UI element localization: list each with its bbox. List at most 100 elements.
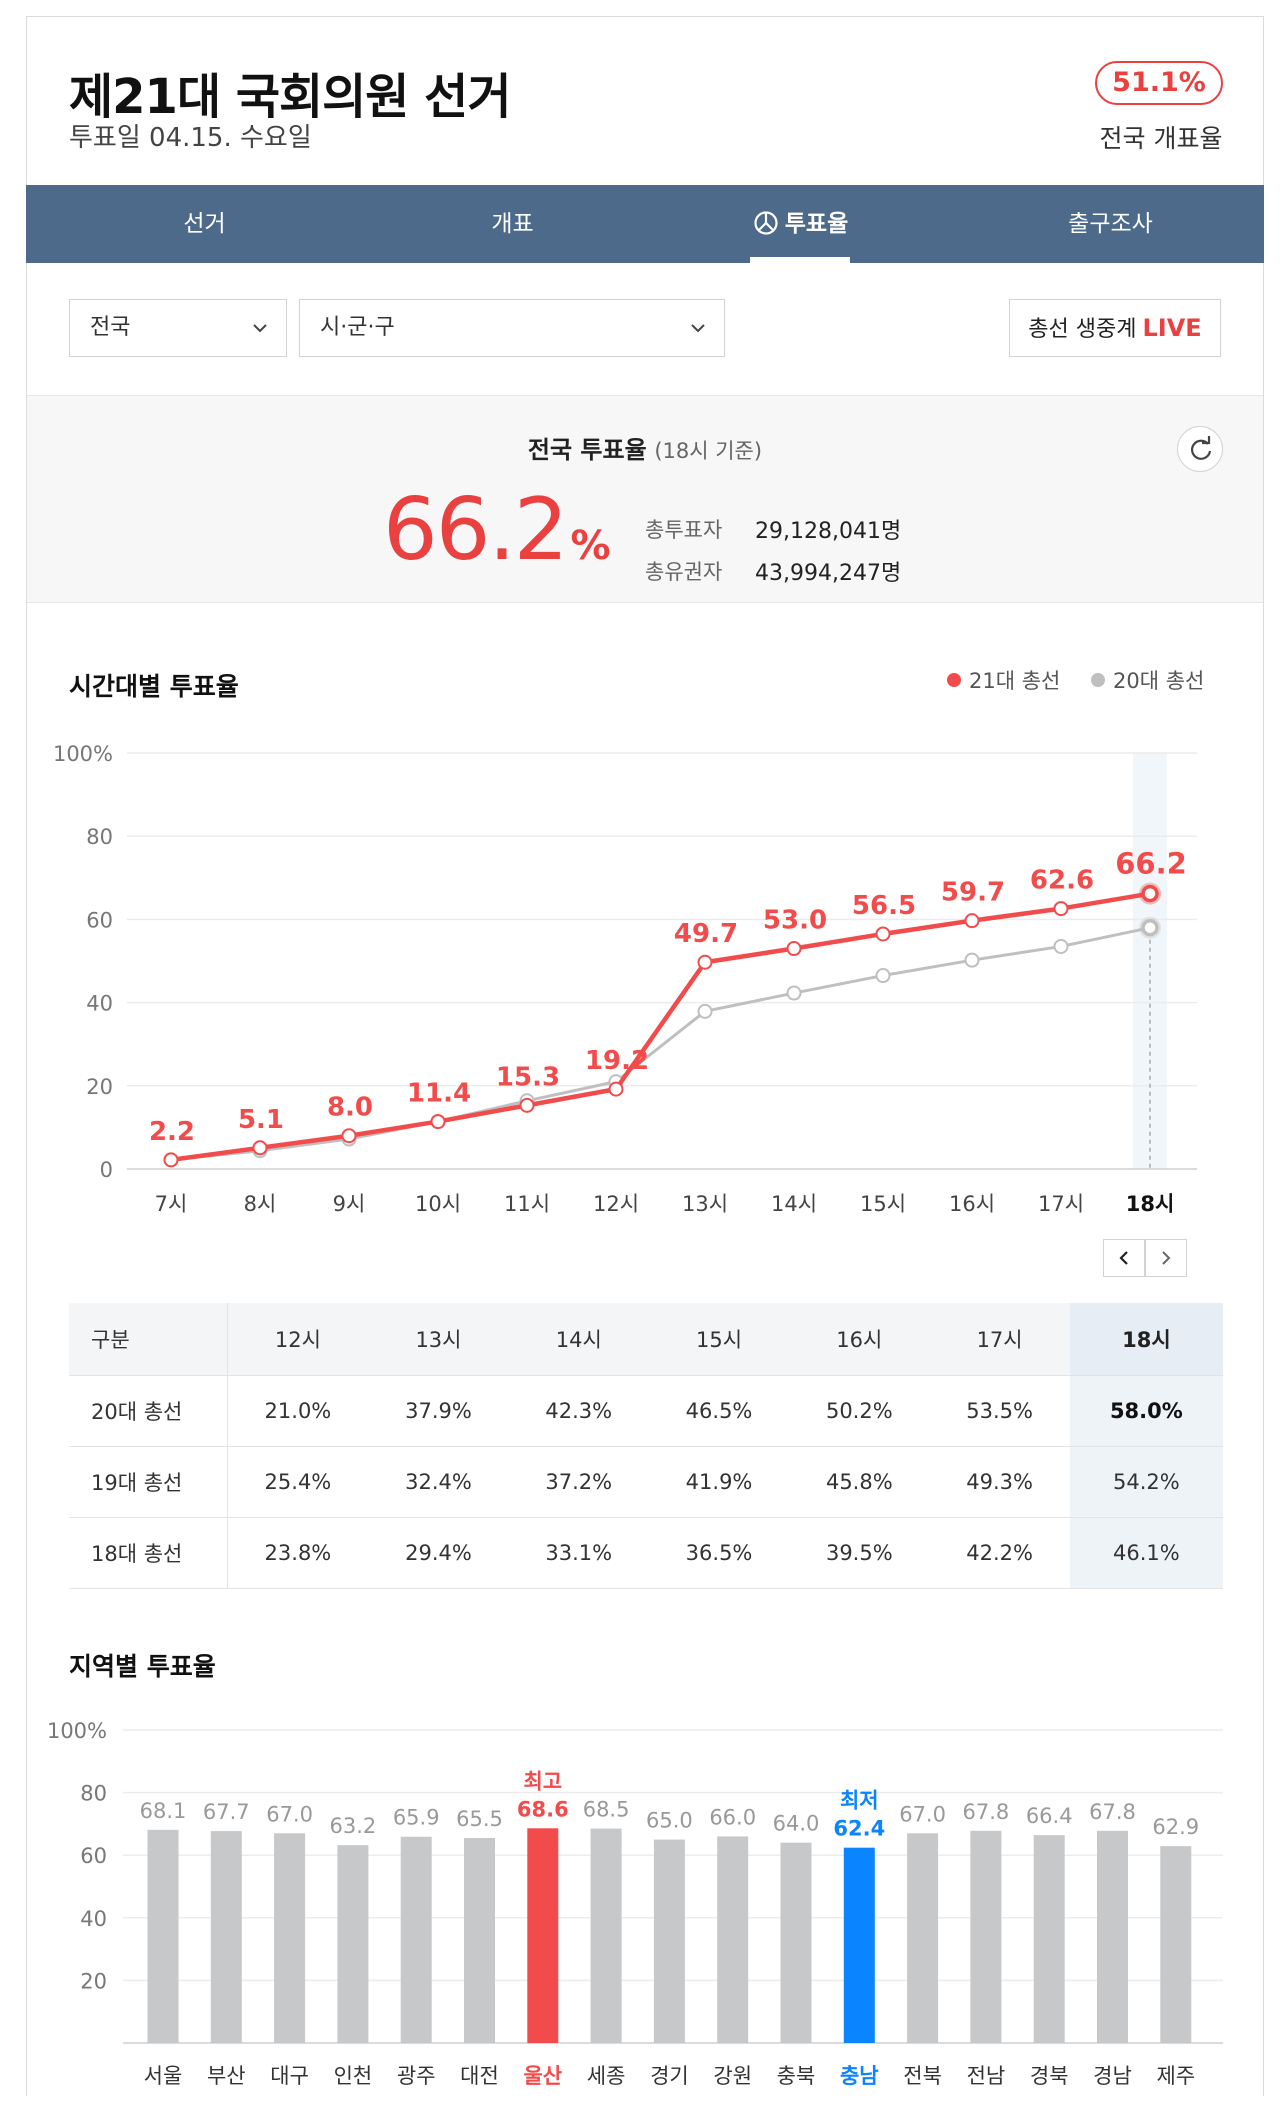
district-select[interactable]: 시·군·구	[299, 299, 725, 357]
table-cell: 53.5%	[929, 1375, 1070, 1447]
bar[interactable]	[843, 1847, 875, 2043]
next-page-button[interactable]	[1145, 1239, 1187, 1277]
data-label: 68.5	[583, 1798, 630, 1822]
y-tick-label: 60	[80, 1844, 107, 1868]
count-rate-badge: 51.1%	[1095, 61, 1223, 105]
data-point[interactable]	[1141, 884, 1159, 903]
table-header-cell: 16시	[789, 1303, 930, 1376]
data-label: 67.8	[1089, 1800, 1136, 1824]
tab-exit-poll[interactable]: 출구조사	[1068, 211, 1153, 237]
data-point[interactable]	[875, 926, 891, 942]
total-voters-label: 총투표자	[645, 518, 723, 542]
table-cell: 46.1%	[1069, 1517, 1223, 1589]
refresh-button[interactable]	[1177, 426, 1223, 472]
table-cell: 29.4%	[368, 1517, 509, 1589]
table-cell: 20대 총선	[69, 1375, 228, 1447]
x-tick-label: 경북	[1030, 2064, 1069, 2088]
data-point[interactable]	[163, 1152, 179, 1168]
pie-chart-icon	[754, 211, 778, 235]
bar[interactable]	[590, 1828, 622, 2043]
bar[interactable]	[274, 1833, 306, 2043]
bar[interactable]	[1097, 1830, 1128, 2043]
series-line-21	[170, 891, 1151, 1163]
y-tick-label: 20	[80, 1969, 107, 1993]
legend-item-21[interactable]: 21대 총선	[947, 665, 1060, 695]
x-tick-label: 8시	[244, 1192, 277, 1216]
data-point[interactable]	[341, 1128, 357, 1144]
y-tick-label: 100%	[53, 742, 113, 766]
data-label: 53.0	[763, 906, 827, 936]
bar[interactable]	[653, 1839, 685, 2043]
total-voters-value: 29,128,041명	[755, 519, 902, 544]
bar[interactable]	[464, 1837, 495, 2043]
x-tick-label: 세종	[587, 2064, 626, 2088]
data-point[interactable]	[608, 1081, 624, 1097]
hourly-turnout-chart: 0 20 40 60 80 100% 7시 8시 9시 10시 11시 12시 13시 14시 15시 16시…	[53, 742, 1197, 1216]
table-cell: 25.4%	[227, 1446, 369, 1518]
refresh-icon	[1190, 436, 1212, 460]
data-point[interactable]	[519, 1097, 535, 1113]
count-rate-label: 전국 개표율	[1099, 124, 1223, 153]
data-label: 62.6	[1030, 866, 1094, 896]
data-point[interactable]	[786, 985, 802, 1001]
data-label: 67.7	[203, 1800, 250, 1824]
data-point[interactable]	[697, 1003, 713, 1019]
table-row: 18대 총선 23.8% 29.4% 33.1% 36.5% 39.5% 42.2% 46.1…	[69, 1517, 1223, 1589]
bar[interactable]	[780, 1842, 812, 2043]
data-label: 62.9	[1152, 1815, 1199, 1839]
tab-counting[interactable]: 개표	[491, 211, 534, 237]
data-point[interactable]	[697, 954, 713, 970]
legend-item-20[interactable]: 20대 총선	[1091, 665, 1204, 695]
election-date: 투표일 04.15. 수요일	[69, 123, 312, 153]
data-point[interactable]	[964, 952, 980, 968]
x-tick-label: 15시	[860, 1192, 906, 1216]
data-label: 66.2	[1115, 847, 1187, 881]
data-label: 65.0	[646, 1809, 693, 1833]
bar[interactable]	[970, 1830, 1002, 2043]
live-broadcast-button[interactable]: 총선 생중계 LIVE	[1009, 299, 1221, 357]
table-header-cell: 12시	[227, 1303, 369, 1376]
x-tick-label: 13시	[682, 1192, 728, 1216]
region-select[interactable]: 전국	[69, 299, 287, 357]
x-tick-label: 9시	[333, 1192, 366, 1216]
data-label: 19.2	[585, 1046, 649, 1076]
bar[interactable]	[337, 1845, 369, 2043]
prev-page-button[interactable]	[1103, 1239, 1145, 1277]
data-label: 66.0	[709, 1805, 756, 1829]
bar[interactable]	[400, 1836, 432, 2043]
y-tick-label: 0	[100, 1158, 113, 1182]
min-tag: 최저	[840, 1789, 879, 1813]
chevron-down-icon	[691, 324, 705, 333]
data-point[interactable]	[252, 1140, 268, 1156]
bar[interactable]	[1160, 1846, 1192, 2043]
table-cell: 37.9%	[368, 1375, 509, 1447]
tab-turnout[interactable]: 투표율	[646, 185, 955, 263]
data-point[interactable]	[1053, 938, 1069, 954]
table-cell: 42.2%	[929, 1517, 1070, 1589]
data-label: 56.5	[852, 891, 916, 921]
data-label: 62.4	[833, 1817, 885, 1841]
table-cell: 37.2%	[508, 1446, 649, 1518]
data-point[interactable]	[430, 1114, 446, 1130]
data-point[interactable]	[786, 941, 802, 957]
data-label: 49.7	[674, 919, 738, 949]
regional-turnout-chart: 20 40 60 80 100% 68.1 서울 67.7 부산 67.0 대구 63.2 인천 65.9…	[47, 1719, 1223, 2088]
data-label: 15.3	[496, 1062, 560, 1092]
data-point[interactable]	[964, 913, 980, 929]
x-tick-label: 인천	[334, 2064, 373, 2088]
eligible-voters-value: 43,994,247명	[755, 561, 902, 586]
tab-election[interactable]: 선거	[183, 211, 226, 237]
table-cell: 45.8%	[789, 1446, 930, 1518]
bar[interactable]	[210, 1831, 242, 2043]
x-tick-label: 18시	[1126, 1192, 1175, 1216]
data-point[interactable]	[875, 968, 891, 984]
bar[interactable]	[717, 1836, 749, 2043]
y-tick-label: 80	[80, 1782, 107, 1806]
bar[interactable]	[907, 1833, 939, 2043]
data-point[interactable]	[1053, 901, 1069, 917]
data-label: 65.5	[456, 1807, 503, 1831]
bar[interactable]	[527, 1828, 559, 2043]
bar[interactable]	[1033, 1835, 1065, 2043]
data-point[interactable]	[1141, 918, 1159, 937]
bar[interactable]	[147, 1829, 179, 2043]
